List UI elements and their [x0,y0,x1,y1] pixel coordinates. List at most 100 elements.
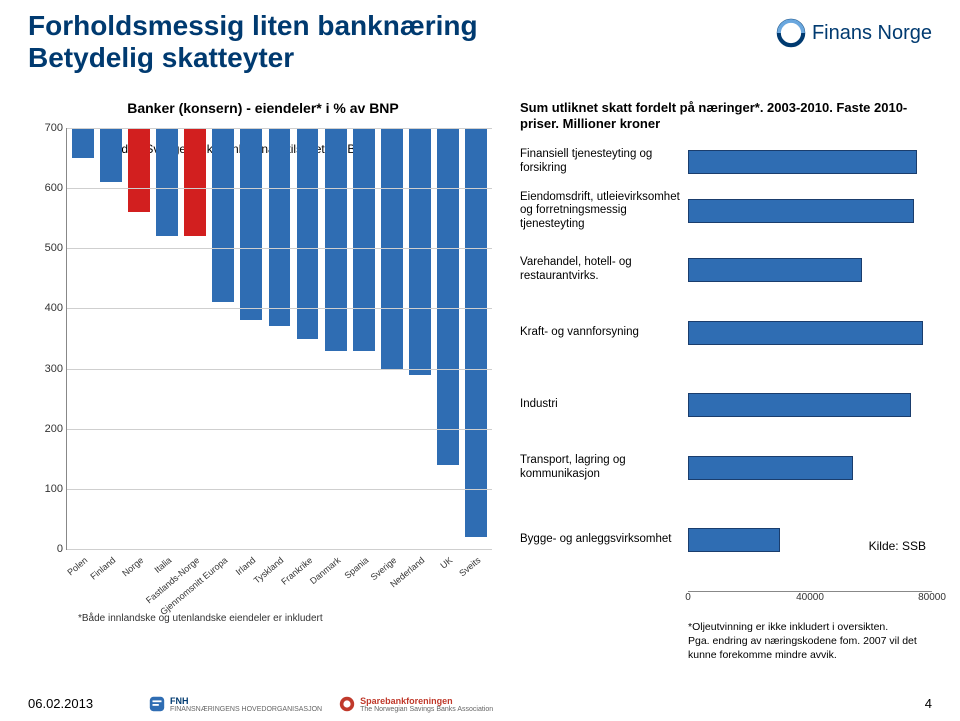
bar-wrap: Norge [125,128,153,549]
sparebank-line2: The Norwegian Savings Banks Association [360,706,493,713]
bar-wrap: Polen [69,128,97,549]
bar [100,128,122,182]
right-x-axis: 04000080000 [688,591,932,607]
y-gridline [67,429,492,430]
bar-wrap: Gjennomsnitt Europa [209,128,237,549]
left-chart-footnote: *Både innlandske og utenlandske eiendele… [78,613,323,624]
hbar [688,150,917,174]
brand-text: Finans Norge [812,22,932,45]
hbar-row: Kraft- og vannforsyning [520,319,932,347]
right-footnote-line: *Oljeutvinning er ikke inkludert i overs… [688,620,932,634]
hbar-track [688,199,932,223]
hbar [688,199,914,223]
right-chart-caption: Sum utliknet skatt fordelt på næringer*.… [520,100,932,133]
x-tick-label: 0 [685,592,691,603]
bar-wrap: Italia [153,128,181,549]
bar-wrap: Fastlands-Norge [181,128,209,549]
bar-wrap: Irland [237,128,265,549]
y-gridline [67,128,492,129]
hbar-label: Varehandel, hotell- og restaurantvirks. [520,256,688,282]
bar-wrap: Sverige [378,128,406,549]
fnh-line2: FINANSNÆRINGENS HOVEDORGANISASJON [170,706,322,713]
left-chart-caption: Banker (konsern) - eiendeler* i % av BNP [28,100,498,116]
y-gridline [67,308,492,309]
hbar-row: Transport, lagring og kommunikasjon [520,454,932,482]
hbar-label: Eiendomsdrift, utleievirksomhet og forre… [520,191,688,231]
footer-logo-fnh: FNH FINANSNÆRINGENS HOVEDORGANISASJON [148,695,322,713]
title-line-1: Forholdsmessig liten banknæring [28,10,478,42]
bar [437,128,459,465]
right-plot-area: Bygge- og anleggsvirksomhetTransport, la… [520,139,932,589]
bar-wrap: Danmark [322,128,350,549]
hbar-label: Transport, lagring og kommunikasjon [520,454,688,480]
bar [156,128,178,236]
bar [72,128,94,158]
hbar-row: Industri [520,391,932,419]
x-tick-label: 80000 [918,592,946,603]
hbar [688,456,853,480]
title-line-2: Betydelig skatteyter [28,42,478,74]
hbar-label: Industri [520,398,688,411]
bar-wrap: Finland [97,128,125,549]
fnh-icon [148,695,166,713]
hbar-track [688,321,932,345]
footer-date: 06.02.2013 [28,696,93,711]
hbar-label: Finansiell tjenesteyting og forsikring [520,148,688,174]
y-gridline [67,549,492,550]
bar [128,128,150,212]
y-gridline [67,188,492,189]
hbar-row: Varehandel, hotell- og restaurantvirks. [520,256,932,284]
bar-wrap: Sveits [462,128,490,549]
hbar-row: Eiendomsdrift, utleievirksomhet og forre… [520,197,932,225]
hbar [688,528,780,552]
hbar-track [688,393,932,417]
bar [325,128,347,351]
left-bar-chart: Banker (konsern) - eiendeler* i % av BNP… [28,100,498,620]
right-footnote-line: Pga. endring av næringskodene fom. 2007 … [688,634,932,662]
brand-mark-icon [776,18,806,48]
y-tick-label: 400 [33,302,63,314]
bar-wrap: Tyskland [265,128,293,549]
bar [353,128,375,351]
left-bars-container: PolenFinlandNorgeItaliaFastlands-NorgeGj… [67,128,492,549]
sparebank-line1: Sparebankforeningen [360,696,493,706]
bar [465,128,487,537]
y-tick-label: 100 [33,483,63,495]
hbar-track [688,150,932,174]
hbar-row: Finansiell tjenesteyting og forsikring [520,148,932,176]
fnh-line1: FNH [170,696,322,706]
bar-wrap: Nederland [406,128,434,549]
y-tick-label: 0 [33,543,63,555]
bar [297,128,319,339]
footer-logo-sparebank: Sparebankforeningen The Norwegian Saving… [338,695,493,713]
y-tick-label: 700 [33,122,63,134]
right-hbar-chart: Sum utliknet skatt fordelt på næringer*.… [520,100,932,620]
hbar-label: Kraft- og vannforsyning [520,326,688,339]
right-chart-source: Kilde: SSB [869,539,926,553]
y-gridline [67,369,492,370]
bar-wrap: Frankrike [294,128,322,549]
hbar [688,258,862,282]
hbar [688,393,911,417]
footer-page-number: 4 [925,696,932,711]
y-tick-label: 200 [33,423,63,435]
bar [184,128,206,236]
brand-logo: Finans Norge [776,18,932,48]
hbar [688,321,923,345]
x-tick-label: 40000 [796,592,824,603]
page-footer: 06.02.2013 FNH FINANSNÆRINGENS HOVEDORGA… [28,696,932,711]
bar [212,128,234,302]
right-chart-footnotes: *Oljeutvinning er ikke inkludert i overs… [688,620,932,663]
bar [269,128,291,326]
page-title-block: Forholdsmessig liten banknæring Betydeli… [28,10,478,74]
y-tick-label: 600 [33,182,63,194]
x-tick-label: Sveits [476,539,501,562]
y-tick-label: 500 [33,242,63,254]
bar-wrap: UK [434,128,462,549]
bar [240,128,262,320]
hbar-track [688,456,932,480]
y-gridline [67,248,492,249]
sparebank-icon [338,695,356,713]
y-tick-label: 300 [33,363,63,375]
y-gridline [67,489,492,490]
